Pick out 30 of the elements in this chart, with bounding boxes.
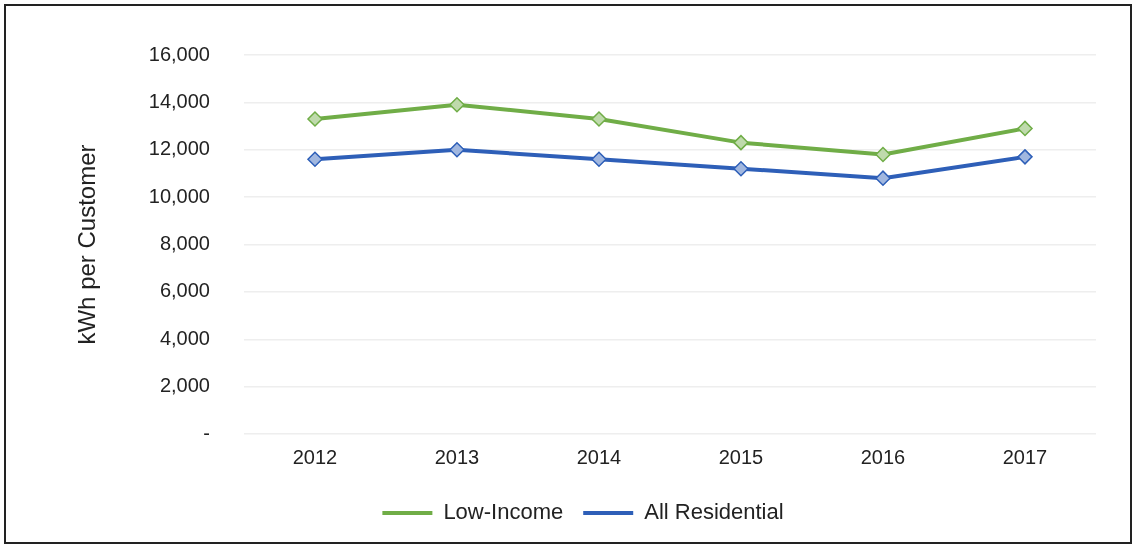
y-tick-label: 2,000 [159,374,210,397]
point [733,160,749,177]
x-tick-label: 2012 [292,445,338,468]
y-tick-label: 4,000 [159,326,210,349]
point [591,111,607,127]
x-tick-label: 2015 [718,445,764,468]
y-tick-label: 8,000 [159,232,210,255]
x-tick-label: 2013 [434,445,480,468]
y-tick-label: 6,000 [159,279,210,302]
point [875,146,891,163]
legend-label: Low-Income [443,499,564,525]
y-axis-title: kWh per Customer [73,144,101,345]
x-tick-label: 2017 [1002,445,1048,468]
y-tick-label: 16,000 [148,42,210,65]
point [591,151,607,167]
point [1017,149,1033,165]
point [307,111,323,127]
y-tick-label: - [203,421,210,444]
legend-label: All Residential [644,499,784,525]
point [733,134,749,151]
x-tick-label: 2014 [576,445,622,468]
y-tick-label: 10,000 [148,184,210,207]
point [307,151,323,167]
point [875,170,891,186]
y-tick-label: 12,000 [148,137,210,160]
point [449,142,465,158]
point [449,96,465,113]
x-tick-label: 2016 [860,445,906,468]
y-tick-label: 14,000 [148,89,210,112]
point [1017,120,1033,137]
